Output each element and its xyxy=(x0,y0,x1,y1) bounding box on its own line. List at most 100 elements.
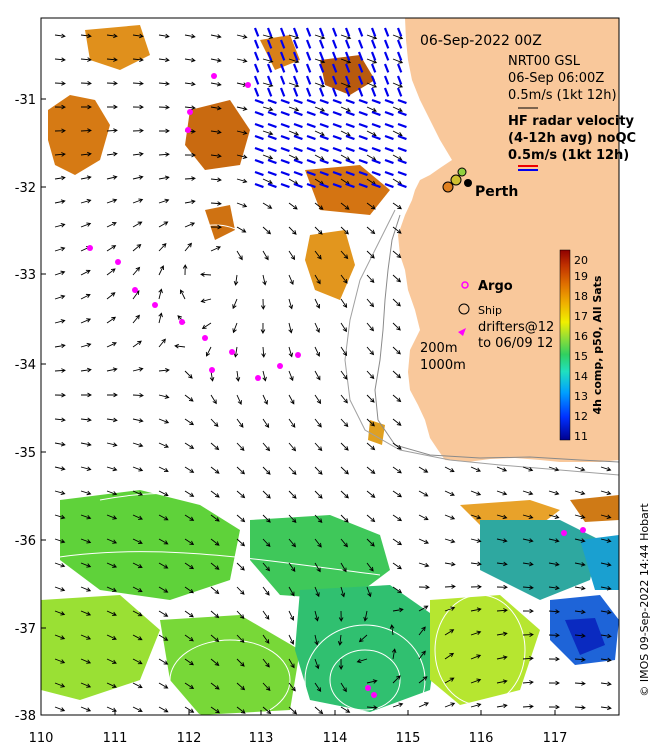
current-arrow xyxy=(184,370,193,379)
current-arrow xyxy=(236,706,246,714)
current-arrow xyxy=(106,634,117,640)
current-arrow xyxy=(106,268,116,276)
hf-radar-arrow xyxy=(397,158,407,165)
current-arrow xyxy=(340,322,347,333)
hf-radar-arrow xyxy=(253,75,260,85)
current-arrow xyxy=(54,441,66,447)
current-arrow xyxy=(548,490,560,496)
hf-radar-arrow xyxy=(397,170,407,177)
current-arrow xyxy=(106,562,118,568)
current-arrow xyxy=(236,682,246,691)
current-arrow xyxy=(210,538,220,546)
current-arrow xyxy=(522,538,534,543)
current-arrow xyxy=(132,221,143,228)
hf-radar-arrow xyxy=(254,182,264,189)
current-arrow xyxy=(158,81,170,86)
current-arrow xyxy=(184,706,195,713)
current-arrow xyxy=(496,631,508,637)
hf-radar-arrow xyxy=(396,87,403,97)
current-arrow xyxy=(158,288,163,300)
current-arrow xyxy=(210,634,220,643)
current-arrow xyxy=(262,610,270,620)
current-arrow xyxy=(54,417,66,423)
current-arrow xyxy=(210,418,219,427)
hf-radar-arrow xyxy=(331,63,338,73)
hf-radar-arrow xyxy=(332,146,342,153)
hf-radar-arrow xyxy=(371,134,381,141)
current-arrow xyxy=(236,106,248,111)
colorbar-tick: 17 xyxy=(574,310,588,323)
hf-radar-arrow xyxy=(332,98,342,105)
current-arrow xyxy=(210,490,220,498)
current-arrow xyxy=(106,175,118,180)
current-arrow xyxy=(80,367,92,373)
current-arrow xyxy=(158,490,169,497)
current-arrow xyxy=(314,202,324,210)
current-arrow xyxy=(340,514,349,523)
current-arrow xyxy=(179,289,186,300)
current-arrow xyxy=(262,442,271,452)
drifters-label-1: drifters@12 xyxy=(478,320,554,335)
tick-marks xyxy=(41,98,556,715)
current-arrow xyxy=(470,607,482,612)
hf-radar-arrow xyxy=(280,158,290,165)
current-arrow xyxy=(418,538,429,544)
current-arrow xyxy=(340,346,348,357)
current-arrow xyxy=(262,538,271,547)
hf-radar-arrow xyxy=(292,63,299,73)
current-arrow xyxy=(262,634,270,644)
hf-radar-arrow xyxy=(397,134,407,141)
hf-radar-arrow xyxy=(318,27,325,37)
hf-radar-arrow xyxy=(384,182,394,189)
x-tick: 112 xyxy=(177,731,202,746)
hf-radar-arrow xyxy=(306,122,316,129)
current-arrow xyxy=(496,561,508,567)
y-tick: -37 xyxy=(15,622,36,637)
current-arrow xyxy=(314,706,324,715)
current-arrow xyxy=(236,130,248,135)
hf-radar-arrow xyxy=(254,146,264,153)
current-arrow xyxy=(600,490,612,496)
current-arrow xyxy=(158,243,167,252)
hf-radar-arrow xyxy=(331,51,338,61)
current-arrow xyxy=(184,634,194,642)
current-arrow xyxy=(288,706,298,715)
current-arrow xyxy=(132,81,144,86)
current-arrow xyxy=(132,175,144,180)
current-arrow xyxy=(132,104,144,110)
current-arrow xyxy=(210,394,217,405)
current-arrow xyxy=(132,340,142,348)
current-arrow xyxy=(392,274,402,283)
current-arrow xyxy=(444,514,456,520)
current-arrow xyxy=(366,250,375,259)
current-arrow xyxy=(80,706,92,712)
hf-radar-arrow xyxy=(397,110,407,117)
colorbar-tick: 11 xyxy=(574,430,588,443)
current-arrow xyxy=(182,264,188,276)
current-arrow xyxy=(392,466,402,474)
current-arrow xyxy=(236,634,245,643)
hf-radar-arrow xyxy=(267,110,277,117)
current-arrow xyxy=(366,394,375,403)
hf-radar-arrow xyxy=(306,110,316,117)
hf-radar-arrow xyxy=(396,51,403,61)
current-arrow xyxy=(418,490,429,497)
current-arrow xyxy=(80,466,92,471)
hf-radar-arrow xyxy=(306,146,316,153)
current-arrow xyxy=(392,58,404,64)
current-arrow xyxy=(210,224,222,230)
current-arrow xyxy=(314,682,322,693)
current-arrow xyxy=(80,33,92,39)
current-arrow xyxy=(496,608,508,613)
current-arrow xyxy=(132,442,144,448)
hf-radar-arrow xyxy=(331,87,338,97)
y-tick: -34 xyxy=(15,358,36,373)
current-arrow xyxy=(184,199,196,205)
hf-radar-arrow xyxy=(384,146,394,153)
current-arrow xyxy=(80,104,92,110)
current-arrow xyxy=(54,104,66,110)
current-arrow xyxy=(132,198,144,204)
current-arrow xyxy=(210,586,220,595)
hf-radar-arrow xyxy=(266,51,273,61)
current-arrow xyxy=(470,538,482,543)
